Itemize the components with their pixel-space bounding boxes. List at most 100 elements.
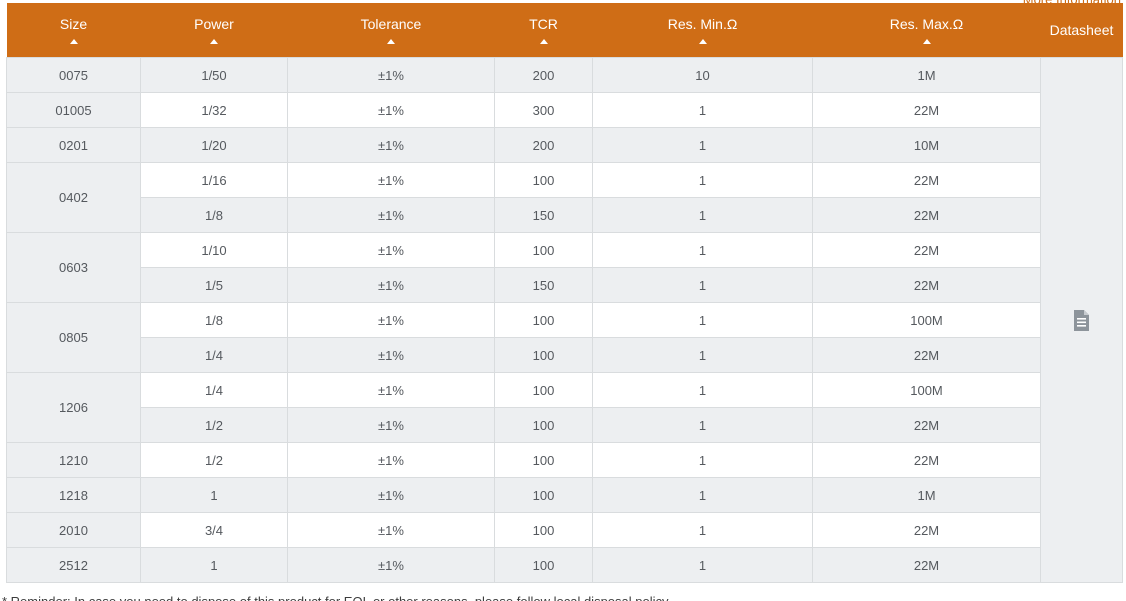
sort-asc-icon[interactable] (69, 39, 78, 44)
tolerance-cell: ±1% (287, 302, 495, 338)
tolerance-cell: ±1% (287, 337, 495, 373)
tcr-cell: 100 (494, 232, 593, 268)
power-cell: 1/4 (140, 372, 288, 408)
column-label-tcr: TCR (529, 16, 558, 32)
column-header-tcr[interactable]: TCR (494, 3, 593, 58)
tcr-cell: 100 (494, 407, 593, 443)
res-min-cell: 1 (592, 267, 813, 303)
sort-asc-icon[interactable] (922, 39, 931, 44)
power-cell: 1/2 (140, 442, 288, 478)
tcr-cell: 200 (494, 127, 593, 163)
power-cell: 1/10 (140, 232, 288, 268)
spec-table-body: 0075 1/50 ±1% 200 10 1M 01005 (6, 57, 1123, 583)
size-cell: 1218 (6, 477, 141, 513)
column-label-res-max: Res. Max.Ω (889, 16, 964, 32)
table-row: 0075 1/50 ±1% 200 10 1M (6, 57, 1123, 583)
res-max-cell: 100M (812, 372, 1041, 408)
res-max-cell: 22M (812, 442, 1041, 478)
column-label-res-min: Res. Min.Ω (667, 16, 738, 32)
more-information-link[interactable]: More Information (1023, 0, 1121, 7)
res-max-cell: 22M (812, 92, 1041, 128)
tolerance-cell: ±1% (287, 232, 495, 268)
column-label-power: Power (194, 16, 234, 32)
res-min-cell: 1 (592, 302, 813, 338)
size-cell: 2512 (6, 547, 141, 583)
size-cell: 01005 (6, 92, 141, 128)
tolerance-cell: ±1% (287, 92, 495, 128)
res-min-cell: 1 (592, 407, 813, 443)
res-min-cell: 1 (592, 547, 813, 583)
size-cell: 0402 (6, 162, 141, 233)
column-header-tolerance[interactable]: Tolerance (287, 3, 495, 58)
tolerance-cell: ±1% (287, 547, 495, 583)
tcr-cell: 100 (494, 162, 593, 198)
size-cell: 0201 (6, 127, 141, 163)
power-cell: 1/16 (140, 162, 288, 198)
table-row: 1/2 ±1% 100 1 22M (7, 407, 1123, 443)
power-cell: 1 (140, 547, 288, 583)
tcr-cell: 300 (494, 92, 593, 128)
column-header-size[interactable]: Size (6, 3, 141, 58)
column-header-res-max[interactable]: Res. Max.Ω (812, 3, 1041, 58)
reminder-note: * Reminder: In case you need to dispose … (2, 594, 1126, 601)
tolerance-cell: ±1% (287, 162, 495, 198)
res-min-cell: 1 (592, 232, 813, 268)
table-row: 1210 1/2 ±1% 100 1 22M (6, 442, 1123, 478)
res-max-cell: 1M (812, 477, 1041, 513)
size-cell: 2010 (6, 512, 141, 548)
res-max-cell: 1M (812, 57, 1041, 93)
size-cell: 1210 (6, 442, 141, 478)
tcr-cell: 100 (494, 512, 593, 548)
tcr-cell: 100 (494, 302, 593, 338)
table-row: 2512 1 ±1% 100 1 22M (6, 547, 1123, 583)
sort-asc-icon[interactable] (387, 39, 395, 44)
tcr-cell: 100 (494, 372, 593, 408)
size-cell: 0603 (6, 232, 141, 303)
res-max-cell: 22M (812, 162, 1041, 198)
res-max-cell: 22M (812, 337, 1041, 373)
sort-asc-icon[interactable] (210, 39, 218, 44)
table-row: 0201 1/20 ±1% 200 1 10M (6, 127, 1123, 163)
column-label-size: Size (59, 16, 88, 32)
power-cell: 1/8 (140, 302, 288, 338)
res-min-cell: 1 (592, 337, 813, 373)
res-max-cell: 22M (812, 512, 1041, 548)
power-cell: 1 (140, 477, 288, 513)
res-min-cell: 1 (592, 127, 813, 163)
res-max-cell: 22M (812, 547, 1041, 583)
res-min-cell: 1 (592, 477, 813, 513)
size-cell: 0075 (6, 57, 141, 93)
tcr-cell: 100 (494, 337, 593, 373)
tcr-cell: 100 (494, 477, 593, 513)
res-min-cell: 1 (592, 512, 813, 548)
tcr-cell: 200 (494, 57, 593, 93)
power-cell: 1/32 (140, 92, 288, 128)
table-row: 01005 1/32 ±1% 300 1 22M (6, 92, 1123, 128)
table-row: 0402 1/16 ±1% 100 1 22M (6, 162, 1123, 233)
res-min-cell: 1 (592, 162, 813, 198)
document-icon[interactable] (1073, 309, 1090, 331)
tolerance-cell: ±1% (287, 197, 495, 233)
table-row: 1206 1/4 ±1% 100 1 100M (6, 372, 1123, 443)
column-label-datasheet: Datasheet (1049, 22, 1114, 38)
column-label-tolerance: Tolerance (360, 16, 422, 32)
tcr-cell: 100 (494, 442, 593, 478)
sort-asc-icon[interactable] (698, 39, 707, 44)
res-max-cell: 10M (812, 127, 1041, 163)
table-row: 2010 3/4 ±1% 100 1 22M (6, 512, 1123, 548)
res-max-cell: 22M (812, 232, 1041, 268)
tolerance-cell: ±1% (287, 267, 495, 303)
tolerance-cell: ±1% (287, 442, 495, 478)
sort-asc-icon[interactable] (539, 39, 548, 44)
tolerance-cell: ±1% (287, 127, 495, 163)
power-cell: 3/4 (140, 512, 288, 548)
column-header-res-min[interactable]: Res. Min.Ω (592, 3, 813, 58)
power-cell: 1/50 (140, 57, 288, 93)
datasheet-cell[interactable] (1040, 57, 1123, 583)
column-header-power[interactable]: Power (140, 3, 288, 58)
tolerance-cell: ±1% (287, 512, 495, 548)
power-cell: 1/4 (140, 337, 288, 373)
tcr-cell: 100 (494, 547, 593, 583)
res-min-cell: 10 (592, 57, 813, 93)
